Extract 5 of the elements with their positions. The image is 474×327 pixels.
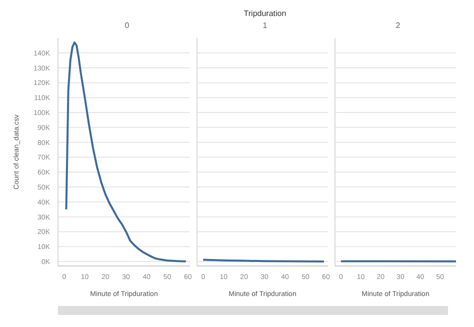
chart-subtitle: 1 bbox=[262, 20, 268, 32]
line-series bbox=[65, 41, 187, 262]
chart-title: 2 bbox=[394, 20, 402, 32]
chart-title: 0 bbox=[124, 20, 130, 32]
chart-title: Tripduration bbox=[242, 8, 288, 20]
